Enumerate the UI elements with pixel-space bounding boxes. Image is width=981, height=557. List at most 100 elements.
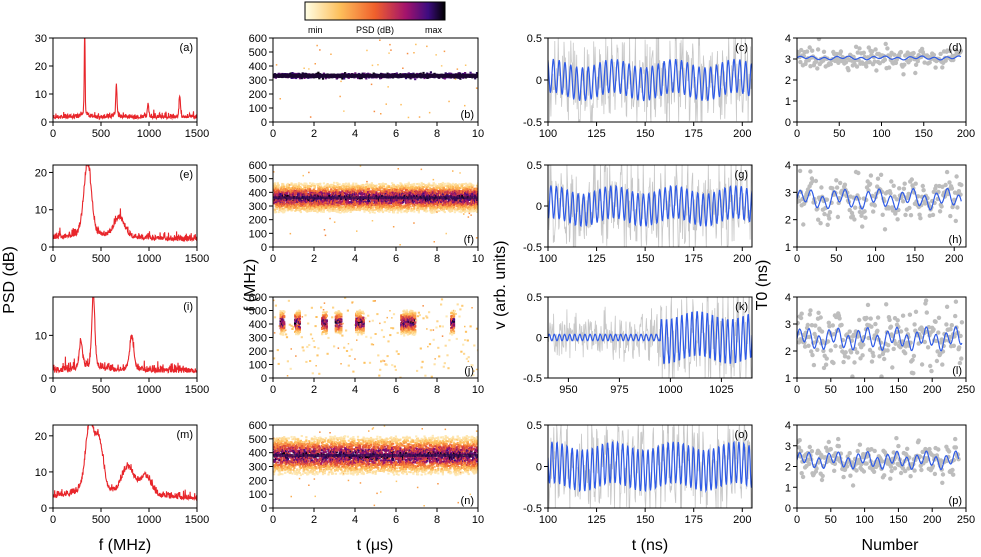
heat-cell bbox=[370, 83, 373, 86]
heat-cell bbox=[308, 199, 311, 201]
T0-y-label: T0 (ns) bbox=[754, 260, 771, 311]
heat-cell bbox=[332, 207, 335, 210]
heat-cell bbox=[335, 208, 338, 211]
frame-e bbox=[52, 164, 198, 248]
heat-cell bbox=[378, 207, 381, 210]
heat-cell bbox=[380, 186, 384, 189]
heat-cell bbox=[424, 204, 427, 207]
heat-cell bbox=[429, 202, 432, 205]
heat-cell bbox=[350, 191, 353, 194]
heat-cell bbox=[452, 188, 455, 190]
heat-cell bbox=[292, 183, 295, 186]
heat-cell bbox=[432, 178, 435, 181]
heat-cell bbox=[418, 199, 421, 202]
heat-cell bbox=[445, 188, 448, 190]
x-tick-label: 1500 bbox=[185, 514, 209, 526]
x-tick-label: 500 bbox=[92, 514, 110, 526]
heat-cell bbox=[329, 185, 332, 188]
y-tick-label: 20 bbox=[35, 167, 47, 179]
heat-cell bbox=[278, 206, 281, 209]
heat-cell bbox=[285, 192, 289, 195]
heat-cell bbox=[385, 103, 387, 105]
heat-cell bbox=[313, 186, 316, 189]
heat-cell bbox=[392, 202, 395, 205]
heat-cell bbox=[319, 188, 322, 191]
heat-cell bbox=[277, 189, 280, 192]
heat-cell bbox=[280, 194, 283, 197]
heat-cell bbox=[328, 193, 331, 196]
heat-cell bbox=[422, 203, 425, 205]
heat-cell bbox=[402, 201, 405, 203]
heat-cell bbox=[442, 193, 445, 196]
heat-cell bbox=[452, 182, 455, 185]
heat-cell bbox=[415, 43, 417, 46]
heat-cell bbox=[302, 189, 305, 192]
heat-cell bbox=[397, 209, 400, 212]
heat-cell bbox=[348, 206, 351, 209]
heat-cell bbox=[449, 199, 452, 202]
heat-cell bbox=[295, 184, 298, 187]
heat-cell bbox=[397, 168, 399, 170]
heat-cell bbox=[334, 205, 337, 208]
heat-cell bbox=[326, 183, 329, 185]
heat-cell bbox=[346, 188, 349, 191]
heat-cell bbox=[376, 202, 379, 205]
heat-cell bbox=[326, 188, 329, 190]
heat-cell bbox=[385, 209, 388, 212]
heat-cell bbox=[340, 207, 343, 210]
heat-cell bbox=[335, 210, 338, 213]
heat-cell bbox=[437, 194, 440, 197]
heat-cell bbox=[413, 184, 416, 187]
heat-cell bbox=[324, 201, 327, 204]
colorbar-min-label: min bbox=[308, 25, 323, 35]
heat-cell bbox=[407, 181, 410, 184]
heat-cell bbox=[447, 182, 450, 185]
heat-cell bbox=[333, 208, 337, 211]
heat-cell bbox=[278, 209, 281, 211]
y-tick-label: 500 bbox=[249, 47, 267, 59]
heat-cell bbox=[367, 193, 370, 196]
heat-cell bbox=[397, 189, 400, 192]
t-ns-x-label: t (ns) bbox=[632, 537, 668, 554]
heat-cell bbox=[372, 209, 375, 211]
heat-cell bbox=[435, 189, 438, 192]
heat-cell bbox=[274, 201, 277, 204]
heat-cell bbox=[289, 205, 292, 208]
heat-cell bbox=[287, 186, 290, 189]
heat-cell bbox=[429, 190, 432, 193]
heat-cell bbox=[438, 210, 441, 212]
heat-cell bbox=[404, 204, 408, 207]
x-tick-label: 0 bbox=[50, 128, 56, 140]
panel-label-i: (i) bbox=[183, 301, 193, 313]
y-tick-label: 0 bbox=[41, 373, 47, 385]
heat-cell bbox=[460, 191, 463, 194]
heat-cell bbox=[305, 189, 308, 192]
heat-cell bbox=[432, 182, 435, 185]
heat-cell bbox=[296, 202, 299, 205]
panel-label-a: (a) bbox=[180, 42, 193, 54]
heat-cell bbox=[425, 188, 428, 191]
heat-cell bbox=[413, 208, 416, 211]
heat-cell bbox=[319, 49, 321, 51]
heat-cell bbox=[417, 185, 420, 188]
heat-cell bbox=[318, 203, 321, 205]
heat-cell bbox=[361, 188, 364, 191]
heat-cell bbox=[407, 116, 410, 119]
heat-cell bbox=[289, 207, 292, 210]
heat-cell bbox=[288, 184, 291, 186]
heat-cell bbox=[325, 206, 328, 209]
heat-cell bbox=[446, 185, 449, 188]
heat-cell bbox=[330, 209, 333, 212]
heat-cell bbox=[294, 210, 297, 212]
heat-cell bbox=[384, 207, 387, 210]
heat-cell bbox=[284, 203, 287, 206]
heat-cell bbox=[392, 184, 395, 187]
heat-cell bbox=[347, 76, 350, 79]
heat-cell bbox=[449, 210, 452, 213]
heat-cell bbox=[283, 187, 286, 190]
